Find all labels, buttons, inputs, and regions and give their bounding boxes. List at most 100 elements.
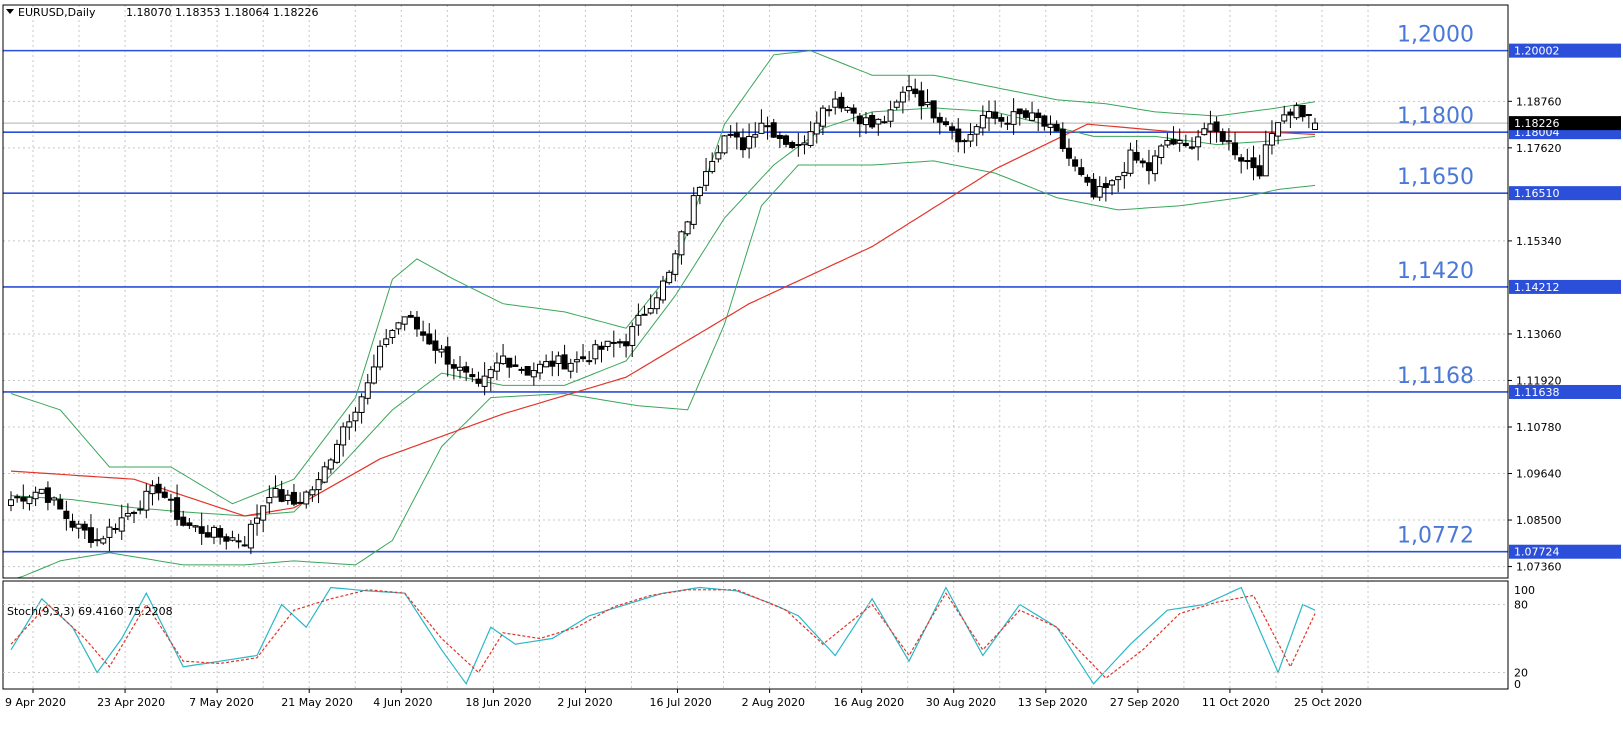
symbol-label: EURUSD,Daily	[18, 6, 96, 19]
candle-body-up	[1047, 123, 1054, 128]
candle	[1041, 114, 1048, 131]
candle-body-up	[297, 501, 304, 504]
candle-body-down	[94, 539, 101, 542]
x-tick-label: 2 Aug 2020	[742, 696, 805, 709]
candle-body-down	[463, 366, 470, 373]
x-tick-label: 23 Apr 2020	[97, 696, 165, 709]
candle	[1059, 122, 1066, 152]
candle	[776, 131, 783, 148]
candle	[727, 125, 734, 138]
candle-body-up	[303, 491, 310, 505]
candle	[967, 123, 974, 148]
candle	[346, 414, 353, 440]
triangle-down-icon[interactable]	[6, 9, 14, 14]
candle-body-up	[696, 186, 703, 197]
candle	[887, 100, 894, 128]
candle-body-up	[635, 314, 642, 326]
candle	[672, 249, 679, 282]
candle	[1127, 142, 1134, 177]
candle-body-up	[389, 329, 396, 338]
stoch-label: Stoch(9,3,3) 69.4160 75.2208	[7, 605, 173, 618]
candle	[143, 483, 150, 519]
candle-body-down	[739, 137, 746, 151]
candle	[358, 393, 365, 424]
candle	[641, 305, 648, 316]
candle	[709, 152, 716, 174]
candle	[758, 109, 765, 134]
candle	[555, 351, 562, 377]
candle-body-up	[1127, 149, 1134, 174]
candle	[51, 496, 58, 506]
bollinger-middle	[10, 107, 1316, 517]
candle	[942, 117, 949, 127]
candle	[192, 525, 199, 533]
candle-body-down	[942, 121, 949, 126]
candle	[875, 118, 882, 136]
candle-body-down	[180, 516, 187, 526]
candle	[783, 134, 790, 148]
candle	[524, 365, 531, 376]
level-price-tag-label: 1.20002	[1514, 45, 1560, 58]
candle	[284, 489, 291, 505]
candle	[1275, 122, 1282, 145]
candle	[1090, 173, 1097, 200]
candle	[684, 220, 691, 237]
candle-body-up	[881, 121, 888, 124]
candle-body-down	[44, 487, 51, 503]
candle-body-down	[961, 140, 968, 143]
candle	[1084, 174, 1091, 187]
candle	[426, 323, 433, 346]
candle	[795, 132, 802, 157]
x-tick-label: 27 Sep 2020	[1110, 696, 1180, 709]
candle-body-up	[807, 131, 814, 146]
candle-body-down	[469, 374, 476, 378]
candle-body-down	[241, 544, 248, 547]
candle-body-up	[862, 117, 869, 126]
level-label: 1,1168	[1397, 364, 1474, 389]
candle-body-down	[610, 341, 617, 344]
candle-body-up	[1262, 144, 1269, 177]
level-price-tag	[1509, 544, 1621, 559]
candle-body-up	[666, 271, 673, 284]
candle-body-up	[352, 411, 359, 422]
level-price-tag-label: 1.07724	[1514, 546, 1560, 559]
candle	[703, 157, 710, 192]
candle	[1053, 120, 1060, 132]
candle	[660, 275, 666, 304]
candle-body-up	[979, 114, 986, 129]
candle-body-up	[487, 369, 494, 379]
candle	[450, 359, 457, 380]
candle	[1133, 140, 1140, 164]
candle-body-down	[87, 527, 94, 543]
candle	[1109, 179, 1116, 196]
candle-body-up	[457, 366, 464, 371]
candle	[543, 354, 550, 368]
candle	[826, 105, 833, 117]
candle-body-up	[309, 489, 316, 496]
candle-body-up	[795, 144, 802, 147]
candle	[567, 358, 574, 379]
candle	[770, 118, 777, 139]
candle	[57, 494, 64, 510]
level-price-tag	[1509, 43, 1621, 58]
candle	[254, 504, 261, 536]
candle	[512, 355, 519, 367]
level-price-tag	[1509, 186, 1621, 201]
candle-body-down	[1250, 157, 1257, 169]
stoch-header: Stoch(9,3,3) 69.4160 75.2208	[7, 605, 173, 618]
candle-body-up	[1152, 155, 1159, 175]
candle	[536, 360, 543, 380]
candle	[487, 366, 494, 392]
candle-body-down	[1102, 183, 1109, 189]
candle	[1238, 153, 1245, 174]
candle-body-down	[1022, 110, 1029, 118]
candle	[739, 128, 746, 158]
candle	[1262, 130, 1269, 177]
candle-body-up	[573, 359, 580, 363]
candle-body-up	[604, 340, 611, 348]
candle	[955, 118, 962, 153]
candle-body-down	[1090, 178, 1097, 198]
bollinger-lower	[11, 160, 1316, 579]
y-tick-label: 1.09640	[1516, 468, 1562, 481]
